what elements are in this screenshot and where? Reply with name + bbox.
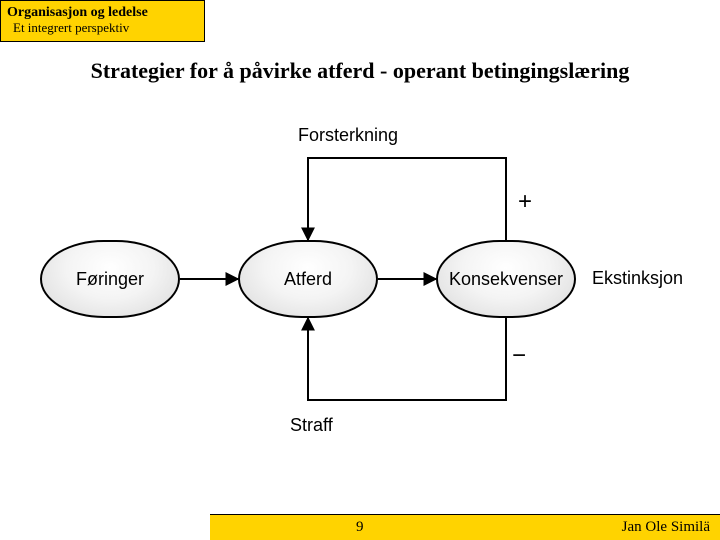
oval-konsekvenser: Konsekvenser	[436, 240, 576, 318]
minus-symbol: −	[512, 342, 526, 370]
author-name: Jan Ole Similä	[622, 519, 710, 536]
label-forsterkning: Forsterkning	[298, 125, 398, 146]
header-badge: Organisasjon og ledelse Et integrert per…	[0, 0, 205, 42]
header-line2: Et integrert perspektiv	[7, 21, 198, 36]
operant-diagram: FøringerAtferdKonsekvenser Forsterkning …	[40, 110, 680, 450]
footer-bar: 9 Jan Ole Similä	[210, 514, 720, 540]
page-title: Strategier for å påvirke atferd - operan…	[0, 58, 720, 84]
label-straff: Straff	[290, 415, 333, 436]
header-line1: Organisasjon og ledelse	[7, 5, 198, 21]
plus-symbol: +	[518, 188, 532, 216]
label-ekstinksjon: Ekstinksjon	[592, 268, 683, 289]
page-number: 9	[356, 519, 364, 536]
oval-foringer: Føringer	[40, 240, 180, 318]
oval-atferd: Atferd	[238, 240, 378, 318]
